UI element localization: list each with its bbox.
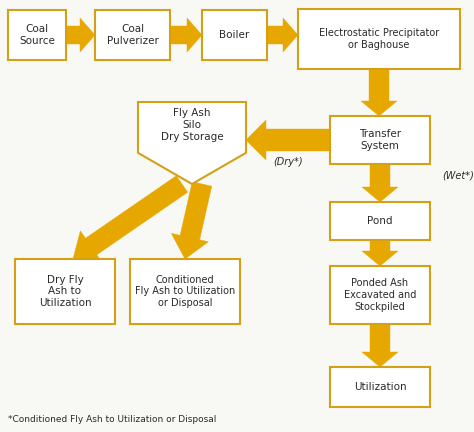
FancyBboxPatch shape — [202, 10, 267, 60]
FancyBboxPatch shape — [330, 367, 430, 407]
Text: Pond: Pond — [367, 216, 393, 226]
Polygon shape — [170, 18, 202, 52]
Text: Coal
Source: Coal Source — [19, 24, 55, 46]
Polygon shape — [171, 182, 212, 259]
Polygon shape — [362, 324, 398, 367]
Text: (Wet*): (Wet*) — [442, 171, 474, 181]
Text: Conditioned
Fly Ash to Utilization
or Disposal: Conditioned Fly Ash to Utilization or Di… — [135, 275, 235, 308]
FancyBboxPatch shape — [298, 9, 460, 69]
FancyBboxPatch shape — [95, 10, 170, 60]
Text: Transfer
System: Transfer System — [359, 129, 401, 151]
Polygon shape — [362, 164, 398, 202]
Text: (Dry*): (Dry*) — [273, 157, 303, 167]
Text: Ponded Ash
Excavated and
Stockpiled: Ponded Ash Excavated and Stockpiled — [344, 278, 416, 311]
Text: Electrostatic Precipitator
or Baghouse: Electrostatic Precipitator or Baghouse — [319, 28, 439, 50]
Text: *Conditioned Fly Ash to Utilization or Disposal: *Conditioned Fly Ash to Utilization or D… — [8, 415, 216, 424]
Polygon shape — [66, 18, 95, 52]
FancyBboxPatch shape — [330, 266, 430, 324]
Text: Coal
Pulverizer: Coal Pulverizer — [107, 24, 158, 46]
Polygon shape — [246, 120, 330, 160]
Polygon shape — [267, 18, 298, 52]
FancyBboxPatch shape — [8, 10, 66, 60]
FancyBboxPatch shape — [330, 116, 430, 164]
Text: Utilization: Utilization — [354, 382, 406, 392]
FancyBboxPatch shape — [130, 259, 240, 324]
Polygon shape — [362, 240, 398, 266]
Text: Fly Ash
Silo
Dry Storage: Fly Ash Silo Dry Storage — [161, 108, 223, 142]
Text: Boiler: Boiler — [219, 30, 250, 40]
Text: Dry Fly
Ash to
Utilization: Dry Fly Ash to Utilization — [39, 275, 91, 308]
Polygon shape — [361, 69, 397, 116]
FancyBboxPatch shape — [15, 259, 115, 324]
FancyBboxPatch shape — [330, 202, 430, 240]
Polygon shape — [73, 176, 188, 262]
Polygon shape — [138, 102, 246, 184]
